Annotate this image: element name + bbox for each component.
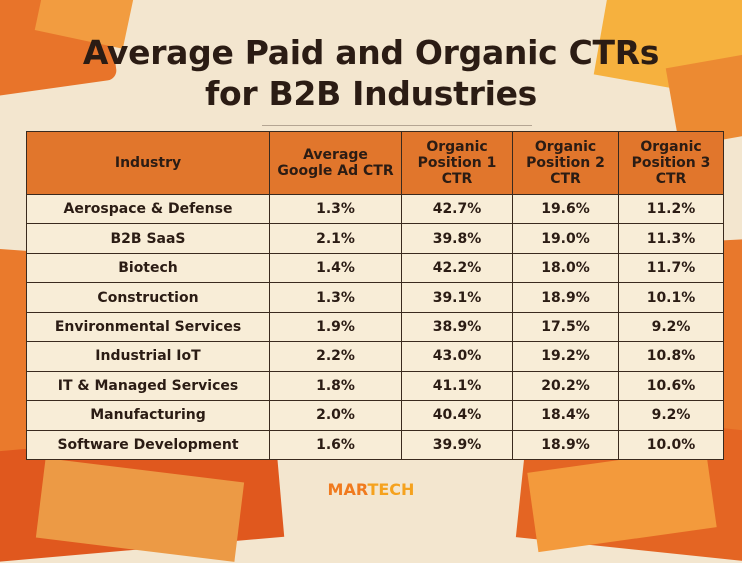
industry-cell: Biotech (26, 252, 270, 284)
title-divider (262, 125, 532, 126)
table-row: Environmental Services 1.9% 38.9% 17.5% … (26, 311, 724, 343)
industry-cell: IT & Managed Services (26, 370, 270, 402)
industry-cell: Manufacturing (26, 400, 270, 431)
ctr-table: Industry Average Google Ad CTR Organic P… (26, 131, 724, 460)
industry-cell: Software Development (26, 429, 270, 460)
organic-pos3-cell: 11.7% (618, 252, 724, 284)
title-line-1: Average Paid and Organic CTRs (82, 33, 660, 72)
google-ad-ctr-cell: 1.9% (269, 311, 402, 343)
organic-pos3-cell: 9.2% (618, 311, 724, 343)
table-row: B2B SaaS 2.1% 39.8% 19.0% 11.3% (26, 223, 724, 254)
organic-pos2-cell: 20.2% (512, 370, 619, 402)
google-ad-ctr-cell: 1.3% (269, 193, 402, 225)
column-header-google-ad-ctr: Average Google Ad CTR (269, 131, 402, 195)
industry-cell: Environmental Services (26, 311, 270, 343)
organic-pos3-cell: 10.6% (618, 370, 724, 402)
organic-pos3-cell: 11.2% (618, 193, 724, 225)
industry-cell: Construction (26, 282, 270, 313)
organic-pos1-cell: 42.2% (401, 252, 513, 284)
table-row: Construction 1.3% 39.1% 18.9% 10.1% (26, 282, 724, 313)
organic-pos1-cell: 42.7% (401, 193, 513, 225)
google-ad-ctr-cell: 2.1% (269, 223, 402, 254)
google-ad-ctr-cell: 1.4% (269, 252, 402, 284)
industry-cell: Aerospace & Defense (26, 193, 270, 225)
organic-pos1-cell: 39.1% (401, 282, 513, 313)
organic-pos3-cell: 11.3% (618, 223, 724, 254)
organic-pos1-cell: 40.4% (401, 400, 513, 431)
google-ad-ctr-cell: 2.0% (269, 400, 402, 431)
organic-pos3-cell: 10.8% (618, 341, 724, 372)
table-row: Manufacturing 2.0% 40.4% 18.4% 9.2% (26, 400, 724, 431)
google-ad-ctr-cell: 1.8% (269, 370, 402, 402)
google-ad-ctr-cell: 1.3% (269, 282, 402, 313)
martech-logo: MARTECH (0, 480, 742, 499)
organic-pos2-cell: 18.9% (512, 429, 619, 460)
organic-pos2-cell: 19.2% (512, 341, 619, 372)
table-row: IT & Managed Services 1.8% 41.1% 20.2% 1… (26, 370, 724, 402)
column-header-industry: Industry (26, 131, 270, 195)
organic-pos2-cell: 18.4% (512, 400, 619, 431)
industry-cell: Industrial IoT (26, 341, 270, 372)
column-header-organic-position-3: Organic Position 3 CTR (618, 131, 724, 195)
title-line-2: for B2B Industries (204, 74, 538, 113)
column-header-organic-position-2: Organic Position 2 CTR (512, 131, 619, 195)
organic-pos3-cell: 10.0% (618, 429, 724, 460)
page-title: Average Paid and Organic CTRs for B2B In… (0, 32, 742, 114)
table-row: Software Development 1.6% 39.9% 18.9% 10… (26, 429, 724, 460)
organic-pos1-cell: 43.0% (401, 341, 513, 372)
column-header-organic-position-1: Organic Position 1 CTR (401, 131, 513, 195)
organic-pos1-cell: 41.1% (401, 370, 513, 402)
industry-cell: B2B SaaS (26, 223, 270, 254)
google-ad-ctr-cell: 1.6% (269, 429, 402, 460)
logo-part-tech: TECH (367, 480, 415, 499)
table-row: Industrial IoT 2.2% 43.0% 19.2% 10.8% (26, 341, 724, 372)
organic-pos2-cell: 18.0% (512, 252, 619, 284)
table-row: Aerospace & Defense 1.3% 42.7% 19.6% 11.… (26, 193, 724, 225)
organic-pos2-cell: 19.6% (512, 193, 619, 225)
organic-pos3-cell: 10.1% (618, 282, 724, 313)
organic-pos2-cell: 18.9% (512, 282, 619, 313)
organic-pos2-cell: 17.5% (512, 311, 619, 343)
table-header-row: Industry Average Google Ad CTR Organic P… (26, 131, 724, 195)
google-ad-ctr-cell: 2.2% (269, 341, 402, 372)
logo-part-mar: MAR (327, 480, 368, 499)
organic-pos1-cell: 38.9% (401, 311, 513, 343)
table-row: Biotech 1.4% 42.2% 18.0% 11.7% (26, 252, 724, 284)
organic-pos3-cell: 9.2% (618, 400, 724, 431)
organic-pos1-cell: 39.9% (401, 429, 513, 460)
organic-pos2-cell: 19.0% (512, 223, 619, 254)
organic-pos1-cell: 39.8% (401, 223, 513, 254)
